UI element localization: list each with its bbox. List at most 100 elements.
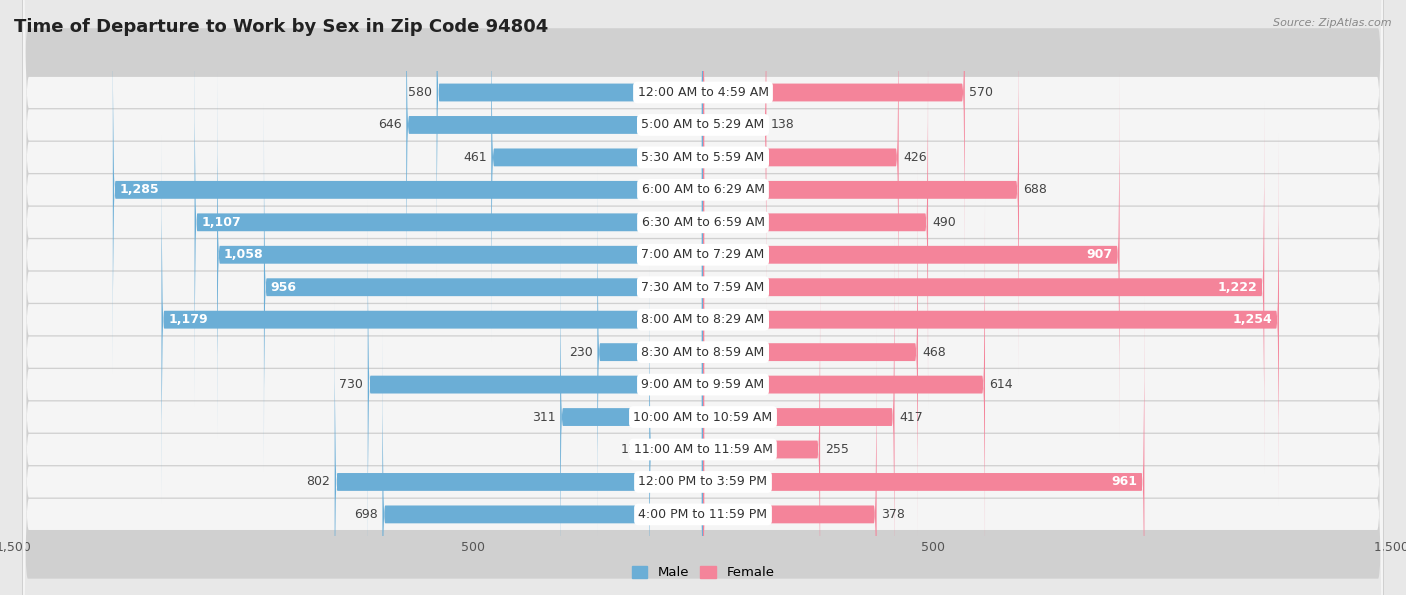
Text: 10:00 AM to 10:59 AM: 10:00 AM to 10:59 AM [634, 411, 772, 424]
Text: 907: 907 [1087, 248, 1112, 261]
Text: 1,107: 1,107 [201, 216, 242, 229]
Text: 490: 490 [932, 216, 956, 229]
Text: 1,254: 1,254 [1232, 313, 1272, 326]
FancyBboxPatch shape [24, 0, 1382, 595]
Text: 12:00 AM to 4:59 AM: 12:00 AM to 4:59 AM [637, 86, 769, 99]
FancyBboxPatch shape [703, 134, 1279, 506]
FancyBboxPatch shape [24, 11, 1382, 595]
FancyBboxPatch shape [24, 108, 1382, 595]
Text: 6:30 AM to 6:59 AM: 6:30 AM to 6:59 AM [641, 216, 765, 229]
FancyBboxPatch shape [194, 36, 703, 408]
FancyBboxPatch shape [24, 76, 1382, 595]
FancyBboxPatch shape [24, 0, 1382, 595]
Text: 1,285: 1,285 [120, 183, 159, 196]
Text: 378: 378 [882, 508, 905, 521]
FancyBboxPatch shape [24, 0, 1382, 531]
FancyBboxPatch shape [22, 92, 1384, 595]
Text: 426: 426 [903, 151, 927, 164]
FancyBboxPatch shape [22, 0, 1384, 595]
FancyBboxPatch shape [24, 0, 1382, 595]
Text: 730: 730 [339, 378, 363, 391]
Text: 4:00 PM to 11:59 PM: 4:00 PM to 11:59 PM [638, 508, 768, 521]
FancyBboxPatch shape [22, 0, 1384, 580]
FancyBboxPatch shape [24, 0, 1382, 563]
FancyBboxPatch shape [703, 0, 766, 311]
Legend: Male, Female: Male, Female [626, 560, 780, 585]
Text: 461: 461 [463, 151, 486, 164]
FancyBboxPatch shape [22, 0, 1384, 547]
Text: 646: 646 [378, 118, 402, 131]
Text: 468: 468 [922, 346, 946, 359]
Text: 580: 580 [408, 86, 432, 99]
Text: 698: 698 [354, 508, 378, 521]
Text: Source: ZipAtlas.com: Source: ZipAtlas.com [1274, 18, 1392, 28]
FancyBboxPatch shape [24, 0, 1382, 595]
FancyBboxPatch shape [335, 296, 703, 595]
FancyBboxPatch shape [703, 328, 876, 595]
Text: 1,058: 1,058 [224, 248, 263, 261]
Text: 570: 570 [969, 86, 994, 99]
Text: 614: 614 [990, 378, 1014, 391]
FancyBboxPatch shape [703, 36, 928, 408]
Text: 961: 961 [1112, 475, 1137, 488]
Text: 5:00 AM to 5:29 AM: 5:00 AM to 5:29 AM [641, 118, 765, 131]
FancyBboxPatch shape [703, 264, 820, 595]
Text: 9:00 AM to 9:59 AM: 9:00 AM to 9:59 AM [641, 378, 765, 391]
Text: 1,222: 1,222 [1218, 281, 1257, 294]
FancyBboxPatch shape [703, 4, 1019, 375]
FancyBboxPatch shape [22, 60, 1384, 595]
FancyBboxPatch shape [22, 0, 1384, 483]
FancyBboxPatch shape [24, 43, 1382, 595]
FancyBboxPatch shape [406, 0, 703, 311]
FancyBboxPatch shape [217, 69, 703, 440]
Text: 230: 230 [569, 346, 593, 359]
FancyBboxPatch shape [22, 124, 1384, 595]
FancyBboxPatch shape [598, 167, 703, 538]
Text: 7:00 AM to 7:29 AM: 7:00 AM to 7:29 AM [641, 248, 765, 261]
FancyBboxPatch shape [703, 231, 894, 595]
FancyBboxPatch shape [703, 296, 1144, 595]
FancyBboxPatch shape [703, 199, 986, 571]
FancyBboxPatch shape [22, 27, 1384, 595]
FancyBboxPatch shape [112, 4, 703, 375]
FancyBboxPatch shape [22, 0, 1384, 515]
FancyBboxPatch shape [560, 231, 703, 595]
Text: 417: 417 [898, 411, 922, 424]
Text: 117: 117 [621, 443, 645, 456]
Text: 688: 688 [1024, 183, 1047, 196]
FancyBboxPatch shape [368, 199, 703, 571]
Text: 802: 802 [307, 475, 330, 488]
FancyBboxPatch shape [22, 156, 1384, 595]
Text: 1,179: 1,179 [169, 313, 208, 326]
FancyBboxPatch shape [24, 0, 1382, 595]
FancyBboxPatch shape [22, 0, 1384, 418]
FancyBboxPatch shape [437, 0, 703, 278]
FancyBboxPatch shape [22, 0, 1384, 450]
FancyBboxPatch shape [703, 69, 1119, 440]
FancyBboxPatch shape [22, 0, 1384, 595]
Text: 8:00 AM to 8:29 AM: 8:00 AM to 8:29 AM [641, 313, 765, 326]
Text: 11:00 AM to 11:59 AM: 11:00 AM to 11:59 AM [634, 443, 772, 456]
Text: 5:30 AM to 5:59 AM: 5:30 AM to 5:59 AM [641, 151, 765, 164]
FancyBboxPatch shape [24, 140, 1382, 595]
FancyBboxPatch shape [703, 0, 898, 343]
FancyBboxPatch shape [162, 134, 703, 506]
FancyBboxPatch shape [703, 167, 918, 538]
FancyBboxPatch shape [650, 264, 703, 595]
Text: Time of Departure to Work by Sex in Zip Code 94804: Time of Departure to Work by Sex in Zip … [14, 18, 548, 36]
Text: 12:00 PM to 3:59 PM: 12:00 PM to 3:59 PM [638, 475, 768, 488]
Text: 7:30 AM to 7:59 AM: 7:30 AM to 7:59 AM [641, 281, 765, 294]
FancyBboxPatch shape [703, 0, 965, 278]
FancyBboxPatch shape [703, 101, 1264, 473]
FancyBboxPatch shape [264, 101, 703, 473]
FancyBboxPatch shape [24, 0, 1382, 499]
Text: 311: 311 [531, 411, 555, 424]
FancyBboxPatch shape [24, 0, 1382, 466]
FancyBboxPatch shape [491, 0, 703, 343]
Text: 956: 956 [271, 281, 297, 294]
FancyBboxPatch shape [22, 189, 1384, 595]
Text: 6:00 AM to 6:29 AM: 6:00 AM to 6:29 AM [641, 183, 765, 196]
Text: 8:30 AM to 8:59 AM: 8:30 AM to 8:59 AM [641, 346, 765, 359]
Text: 255: 255 [825, 443, 849, 456]
Text: 138: 138 [770, 118, 794, 131]
